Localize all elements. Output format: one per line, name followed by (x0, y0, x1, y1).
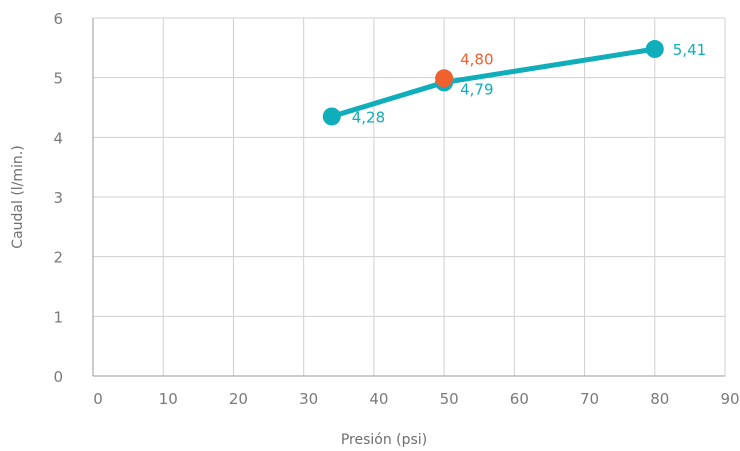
y-tick-label: 4 (53, 129, 63, 147)
grid (93, 18, 725, 376)
x-tick-label: 30 (299, 390, 318, 408)
x-tick-label: 60 (510, 390, 529, 408)
y-tick-label: 6 (53, 10, 63, 28)
tick-labels: 0 10 20 30 40 50 60 70 80 90 0 1 2 3 4 5 6 (53, 10, 739, 408)
x-tick-label: 70 (580, 390, 599, 408)
x-tick-label: 80 (650, 390, 669, 408)
x-tick-label: 10 (159, 390, 178, 408)
x-tick-label: 20 (229, 390, 248, 408)
y-tick-label: 3 (53, 189, 63, 207)
y-axis-title: Caudal (l/min.) (10, 145, 26, 248)
y-tick-label: 1 (53, 308, 63, 326)
data-label: 4,28 (352, 108, 385, 126)
data-point (435, 69, 453, 87)
data-label: 4,79 (460, 80, 493, 98)
data-label: 4,80 (460, 50, 493, 68)
x-tick-label: 50 (440, 390, 459, 408)
x-axis-title: Presión (psi) (341, 432, 427, 448)
x-tick-label: 90 (720, 390, 739, 408)
y-tick-label: 2 (53, 249, 63, 267)
y-tick-label: 5 (53, 70, 63, 88)
y-tick-label: 0 (53, 368, 63, 386)
x-tick-label: 40 (369, 390, 388, 408)
data-point (323, 107, 341, 125)
data-point (646, 40, 664, 58)
x-tick-label: 0 (93, 390, 103, 408)
data-label: 5,41 (673, 41, 706, 59)
